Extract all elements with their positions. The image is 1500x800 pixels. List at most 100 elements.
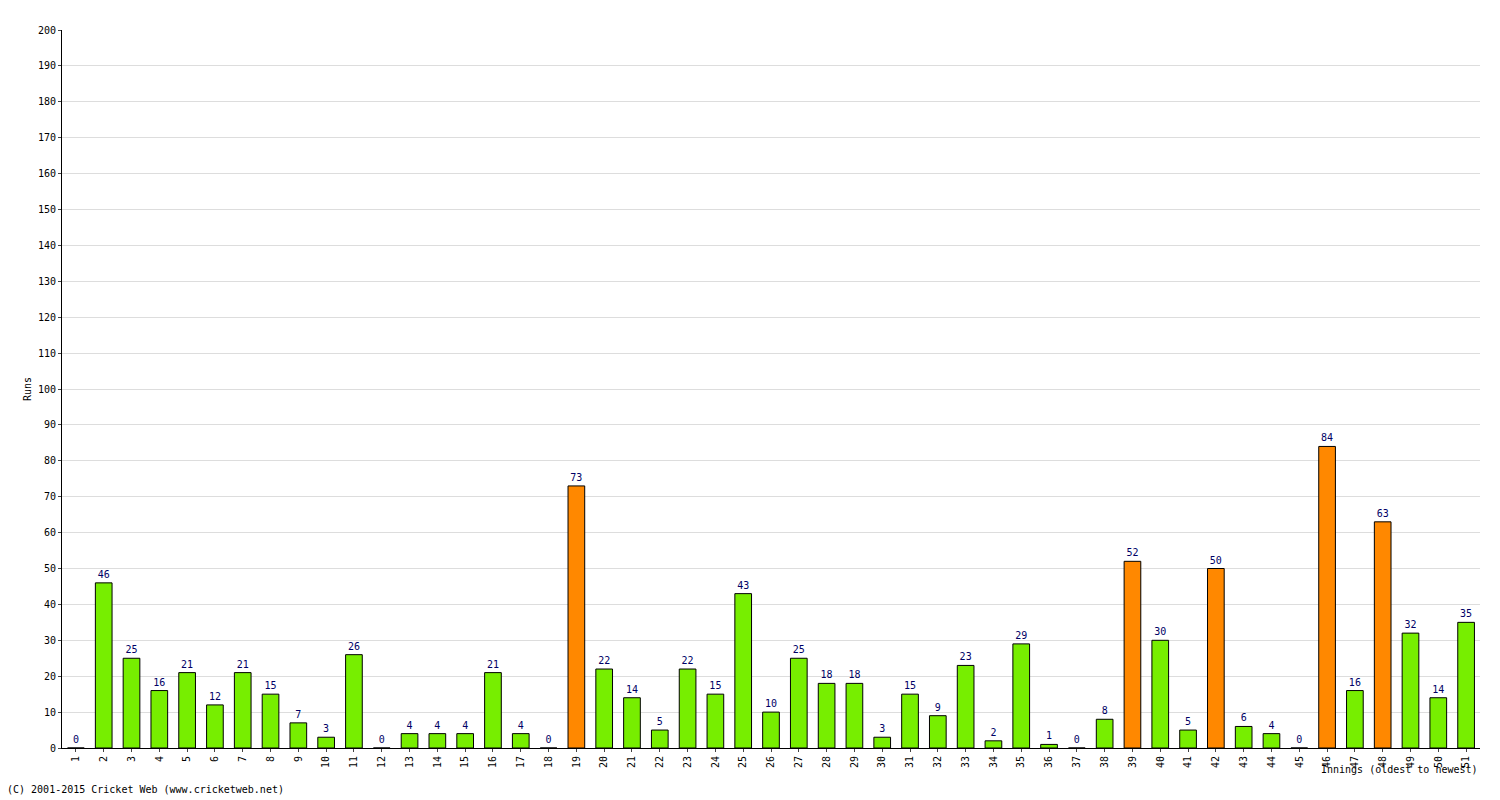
svg-text:45: 45 <box>1294 756 1305 768</box>
svg-text:40: 40 <box>44 599 56 610</box>
svg-text:30: 30 <box>1154 626 1166 637</box>
svg-text:15: 15 <box>904 680 916 691</box>
svg-text:0: 0 <box>50 743 56 754</box>
svg-text:41: 41 <box>1182 756 1193 768</box>
svg-text:34: 34 <box>988 756 999 768</box>
svg-text:60: 60 <box>44 527 56 538</box>
svg-text:26: 26 <box>765 756 776 768</box>
svg-text:44: 44 <box>1266 756 1277 768</box>
svg-text:37: 37 <box>1071 756 1082 768</box>
svg-text:4: 4 <box>1268 720 1274 731</box>
svg-text:19: 19 <box>571 756 582 768</box>
svg-text:4: 4 <box>434 720 440 731</box>
svg-text:51: 51 <box>1460 756 1471 768</box>
svg-text:25: 25 <box>125 644 137 655</box>
svg-text:25: 25 <box>793 644 805 655</box>
svg-text:100: 100 <box>38 384 56 395</box>
svg-text:14: 14 <box>626 684 638 695</box>
svg-text:46: 46 <box>98 569 110 580</box>
svg-text:52: 52 <box>1126 547 1138 558</box>
svg-text:32: 32 <box>932 756 943 768</box>
svg-text:23: 23 <box>682 756 693 768</box>
svg-text:200: 200 <box>38 25 56 36</box>
svg-text:Innings (oldest to newest): Innings (oldest to newest) <box>1321 764 1478 775</box>
svg-text:20: 20 <box>44 671 56 682</box>
svg-text:2: 2 <box>990 727 996 738</box>
svg-text:47: 47 <box>1349 756 1360 768</box>
svg-text:0: 0 <box>1296 734 1302 745</box>
svg-text:70: 70 <box>44 491 56 502</box>
svg-text:42: 42 <box>1210 756 1221 768</box>
svg-text:110: 110 <box>38 348 56 359</box>
svg-text:35: 35 <box>1015 756 1026 768</box>
svg-text:4: 4 <box>518 720 524 731</box>
svg-text:43: 43 <box>1238 756 1249 768</box>
svg-text:18: 18 <box>821 669 833 680</box>
svg-text:33: 33 <box>960 756 971 768</box>
svg-text:4: 4 <box>407 720 413 731</box>
svg-text:0: 0 <box>546 734 552 745</box>
svg-text:4: 4 <box>462 720 468 731</box>
svg-text:48: 48 <box>1377 756 1388 768</box>
svg-text:24: 24 <box>710 756 721 768</box>
svg-text:15: 15 <box>459 756 470 768</box>
svg-text:10: 10 <box>44 707 56 718</box>
svg-text:(C) 2001-2015 Cricket Web (www: (C) 2001-2015 Cricket Web (www.cricketwe… <box>7 784 284 795</box>
svg-text:29: 29 <box>849 756 860 768</box>
svg-text:14: 14 <box>432 756 443 768</box>
svg-text:50: 50 <box>1433 756 1444 768</box>
svg-text:0: 0 <box>1074 734 1080 745</box>
svg-text:180: 180 <box>38 96 56 107</box>
svg-text:120: 120 <box>38 312 56 323</box>
svg-text:5: 5 <box>657 716 663 727</box>
svg-text:9: 9 <box>293 756 304 762</box>
svg-text:90: 90 <box>44 419 56 430</box>
svg-text:0: 0 <box>379 734 385 745</box>
svg-text:22: 22 <box>682 655 694 666</box>
svg-text:31: 31 <box>904 756 915 768</box>
svg-text:Runs: Runs <box>22 377 33 401</box>
svg-text:20: 20 <box>598 756 609 768</box>
svg-text:13: 13 <box>404 756 415 768</box>
svg-text:1: 1 <box>1046 730 1052 741</box>
svg-text:21: 21 <box>237 659 249 670</box>
svg-text:7: 7 <box>295 709 301 720</box>
svg-text:130: 130 <box>38 276 56 287</box>
svg-text:73: 73 <box>570 472 582 483</box>
svg-text:10: 10 <box>765 698 777 709</box>
svg-text:16: 16 <box>487 756 498 768</box>
svg-text:39: 39 <box>1127 756 1138 768</box>
svg-text:18: 18 <box>848 669 860 680</box>
svg-text:32: 32 <box>1404 619 1416 630</box>
svg-text:3: 3 <box>879 723 885 734</box>
svg-text:29: 29 <box>1015 630 1027 641</box>
svg-text:8: 8 <box>1102 705 1108 716</box>
svg-text:190: 190 <box>38 60 56 71</box>
svg-text:5: 5 <box>1185 716 1191 727</box>
svg-text:2: 2 <box>98 756 109 762</box>
svg-text:5: 5 <box>181 756 192 762</box>
svg-text:8: 8 <box>265 756 276 762</box>
svg-text:11: 11 <box>348 756 359 768</box>
svg-text:15: 15 <box>709 680 721 691</box>
svg-text:16: 16 <box>1349 677 1361 688</box>
svg-text:25: 25 <box>737 756 748 768</box>
svg-text:10: 10 <box>320 756 331 768</box>
svg-text:12: 12 <box>209 691 221 702</box>
svg-text:15: 15 <box>265 680 277 691</box>
svg-text:16: 16 <box>153 677 165 688</box>
svg-text:3: 3 <box>323 723 329 734</box>
svg-text:30: 30 <box>876 756 887 768</box>
svg-text:36: 36 <box>1043 756 1054 768</box>
svg-text:23: 23 <box>960 651 972 662</box>
svg-text:22: 22 <box>654 756 665 768</box>
svg-text:21: 21 <box>487 659 499 670</box>
svg-text:12: 12 <box>376 756 387 768</box>
svg-text:50: 50 <box>1210 555 1222 566</box>
svg-text:18: 18 <box>543 756 554 768</box>
svg-text:17: 17 <box>515 756 526 768</box>
svg-text:160: 160 <box>38 168 56 179</box>
svg-text:38: 38 <box>1099 756 1110 768</box>
svg-text:21: 21 <box>626 756 637 768</box>
svg-text:63: 63 <box>1377 508 1389 519</box>
